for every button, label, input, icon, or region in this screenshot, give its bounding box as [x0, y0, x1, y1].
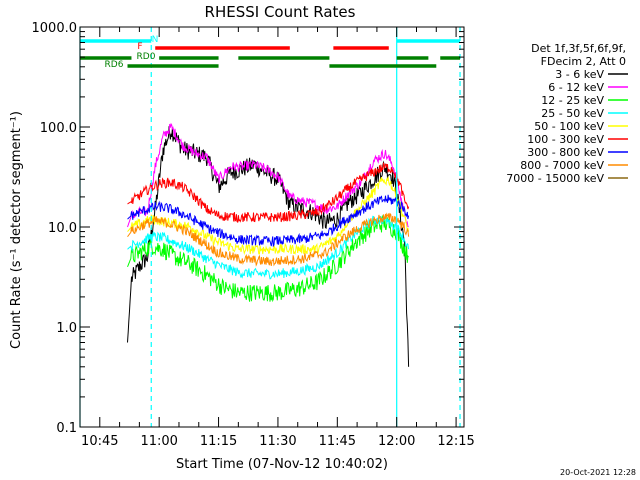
legend-label: 800 - 7000 keV	[520, 159, 604, 172]
legend: Det 1f,3f,5f,6f,9f, FDecim 2, Att 0 3 - …	[506, 42, 628, 185]
axes-layer: 0.1 1.0 10.0 100.0 1000.0 10:45 11:00 11:15 11:3…	[32, 21, 475, 449]
legend-label: 25 - 50 keV	[541, 107, 604, 120]
series-line	[127, 212, 410, 267]
x-tick-label: 12:15	[437, 434, 474, 449]
y-tick-label: 1000.0	[32, 21, 78, 36]
legend-label: 7000 - 15000 keV	[506, 172, 604, 185]
series-line	[127, 214, 409, 303]
legend-label: 12 - 25 keV	[541, 94, 604, 107]
legend-label: 50 - 100 keV	[534, 120, 604, 133]
annotation-label: RD6	[105, 60, 124, 70]
y-tick-label: 1.0	[56, 321, 77, 336]
x-tick-label: 11:45	[319, 434, 356, 449]
chart-title: RHESSI Count Rates	[205, 3, 356, 21]
series-layer	[127, 122, 410, 367]
x-tick-label: 11:30	[259, 434, 296, 449]
series-line	[127, 194, 410, 248]
legend-header-line-1: Det 1f,3f,5f,6f,9f,	[531, 42, 626, 55]
legend-header-line-2: FDecim 2, Att 0	[541, 55, 626, 68]
x-tick-label: 11:15	[200, 434, 237, 449]
legend-label: 300 - 800 keV	[527, 146, 604, 159]
series-line	[127, 176, 410, 256]
x-axis-label: Start Time (07-Nov-12 10:40:02)	[176, 457, 388, 472]
annotation-label: RD0	[137, 52, 156, 62]
legend-label: 100 - 300 keV	[527, 133, 604, 146]
series-line	[127, 214, 410, 280]
y-axis-label: Count Rate (s⁻¹ detector segment⁻¹)	[9, 111, 24, 349]
legend-label: 6 - 12 keV	[548, 81, 604, 94]
annotation-label: F	[137, 42, 142, 52]
x-tick-label: 12:00	[378, 434, 415, 449]
y-tick-label: 10.0	[48, 221, 77, 236]
annotation-label: N	[152, 35, 159, 45]
legend-label: 3 - 6 keV	[555, 68, 604, 81]
x-tick-label: 10:45	[81, 434, 118, 449]
series-line	[127, 162, 410, 224]
y-tick-label: 100.0	[40, 121, 77, 136]
footer-timestamp: 20-Oct-2021 12:28	[560, 468, 636, 477]
x-tick-label: 11:00	[140, 434, 177, 449]
y-tick-label: 0.1	[56, 421, 77, 436]
